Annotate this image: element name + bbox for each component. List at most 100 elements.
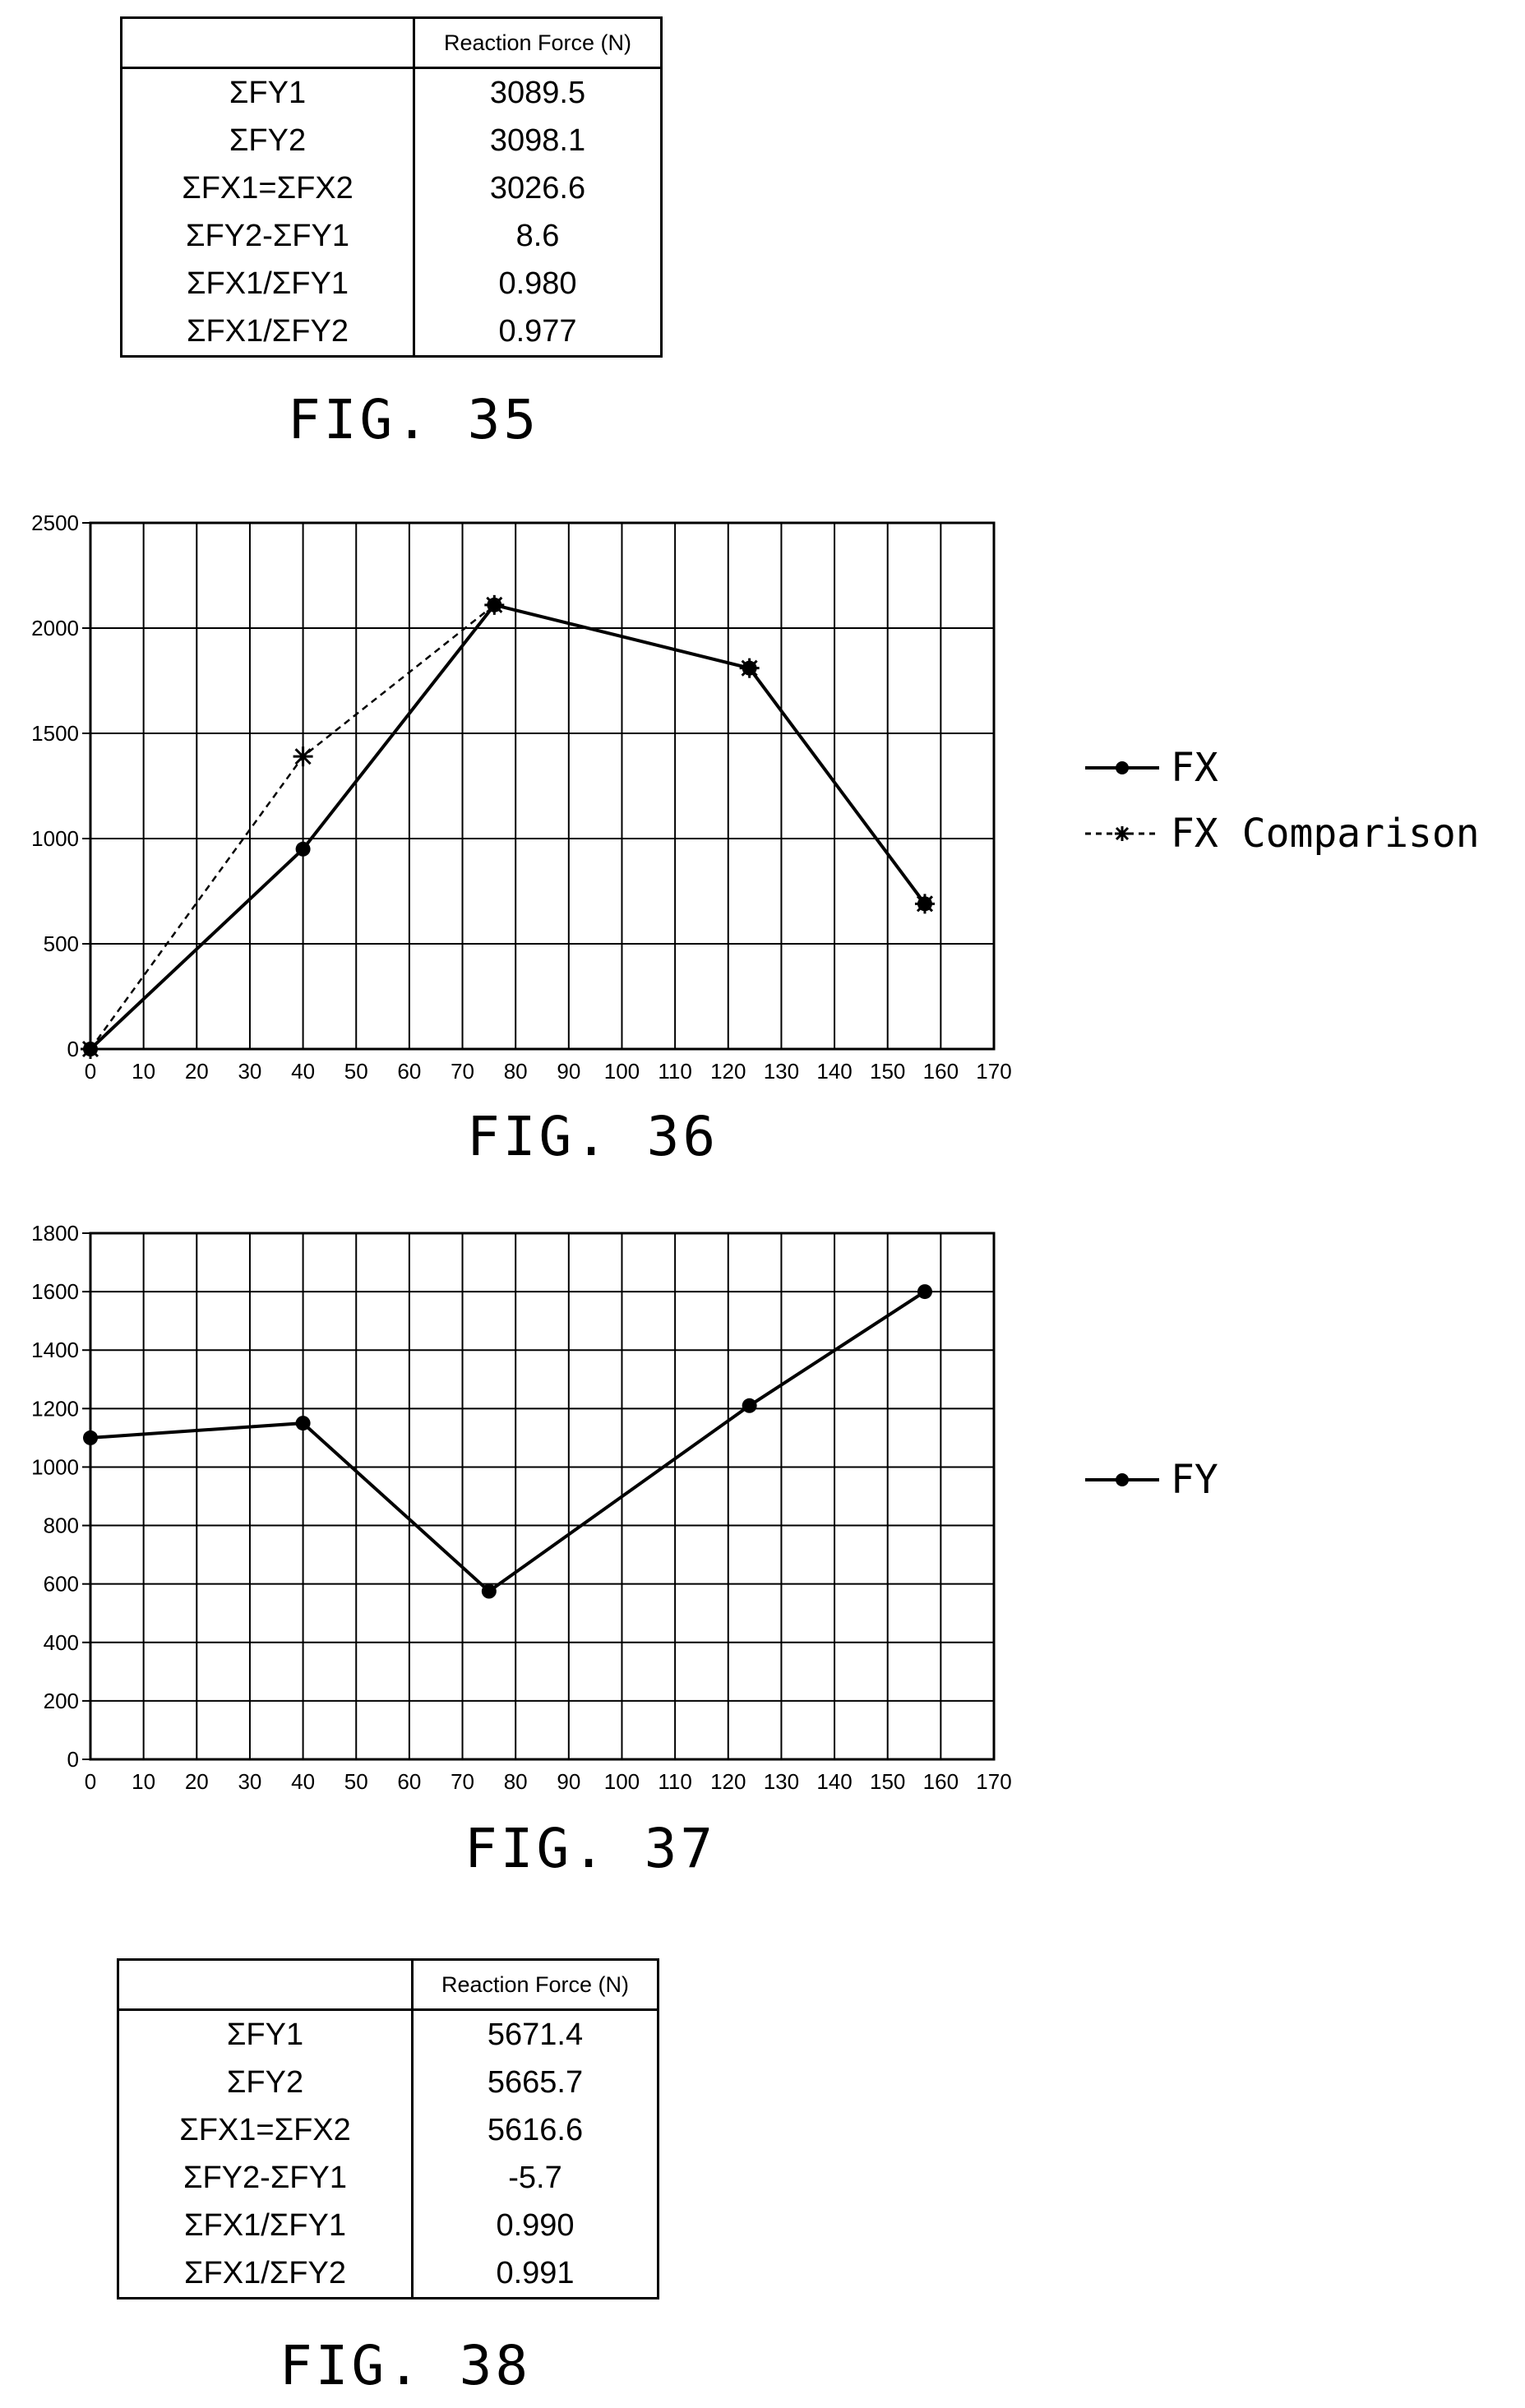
table-row: ΣFY1 5671.4 (118, 2009, 659, 2059)
fig36-legend: FX FX Comparison (1085, 735, 1480, 867)
y-tick-label: 1200 (31, 1396, 79, 1421)
series-fx-line (89, 603, 927, 1051)
series-fy-point (83, 1430, 98, 1445)
series-fx-comparison-point (739, 658, 760, 678)
row-value: -5.7 (411, 2154, 659, 2202)
fig38-caption: FIG. 38 (280, 2334, 532, 2397)
y-tick-label: 2500 (31, 511, 79, 535)
x-tick-label: 120 (710, 1059, 746, 1084)
legend-item-fy: FY (1085, 1447, 1218, 1513)
y-tick-label: 1600 (31, 1279, 79, 1304)
x-tick-label: 0 (85, 1059, 96, 1084)
fig38-table: Reaction Force (N) ΣFY1 5671.4 ΣFY2 5665.7… (117, 1958, 659, 2299)
table-row: ΣFX1=ΣFX2 5616.6 (118, 2106, 659, 2154)
table-header-row: Reaction Force (N) (121, 17, 662, 69)
row-label: ΣFX1/ΣFY1 (184, 2207, 346, 2243)
legend-item-fx: FX (1085, 735, 1480, 801)
x-tick-label: 150 (870, 1769, 905, 1794)
x-tick-label: 20 (185, 1059, 209, 1084)
x-tick-label: 110 (658, 1769, 691, 1794)
legend-label-fy: FY (1171, 1457, 1218, 1503)
x-tick-label: 100 (604, 1059, 640, 1084)
series-fx-comparison-point (293, 746, 313, 767)
table-row: ΣFX1/ΣFY1 0.980 (122, 260, 662, 307)
x-tick-label: 50 (344, 1059, 368, 1084)
y-tick-label: 1500 (31, 721, 79, 746)
series-fx-comparison-point (484, 594, 505, 615)
row-value: 3089.5 (413, 67, 662, 117)
header-empty-cell (118, 1959, 413, 2011)
x-tick-label: 70 (451, 1769, 474, 1794)
x-tick-label: 40 (291, 1769, 315, 1794)
row-value: 3098.1 (413, 117, 662, 164)
table-row: ΣFY2-ΣFY1 8.6 (122, 212, 662, 260)
row-label: ΣFX1=ΣFX2 (182, 170, 354, 206)
y-tick-label: 500 (44, 931, 79, 956)
row-value: 0.991 (411, 2249, 659, 2299)
x-tick-label: 140 (816, 1059, 852, 1084)
x-tick-label: 160 (923, 1769, 959, 1794)
table-header-row: Reaction Force (N) (118, 1959, 659, 2011)
legend-label-fx: FX (1171, 745, 1218, 791)
plot-frame (89, 1232, 996, 1761)
row-label: ΣFY2 (226, 2064, 304, 2100)
y-tick-label: 200 (44, 1689, 79, 1713)
table-row: ΣFX1/ΣFY2 0.977 (122, 307, 662, 357)
row-label: ΣFY2-ΣFY1 (185, 218, 350, 253)
x-tick-label: 130 (764, 1769, 799, 1794)
x-tick-label: 20 (185, 1769, 209, 1794)
x-tick-label: 40 (291, 1059, 315, 1084)
fig36-caption: FIG. 36 (467, 1105, 719, 1168)
series-fx-comparison-point (81, 1039, 100, 1059)
legend-label-fx-comparison: FX Comparison (1171, 811, 1480, 857)
fig35-caption: FIG. 35 (288, 388, 540, 451)
y-tick-label: 1800 (31, 1221, 79, 1246)
fig35-table: Reaction Force (N) ΣFY1 3089.5 ΣFY2 3098.1… (120, 16, 663, 358)
series-fx-point (295, 841, 311, 857)
fig37-chart: 0 200 400 600 800 1000 1200 1400 1600 1800 0 10 20 30… (31, 1221, 1012, 1794)
plot-frame (89, 521, 996, 1051)
table-row: ΣFX1=ΣFX2 3026.6 (122, 164, 662, 212)
y-tick-label: 400 (44, 1630, 79, 1655)
row-label: ΣFY2-ΣFY1 (183, 2160, 348, 2195)
row-label: ΣFY1 (229, 75, 307, 110)
row-value: 5616.6 (411, 2106, 659, 2154)
y-tick-label: 1000 (31, 826, 79, 851)
row-value: 0.990 (411, 2202, 659, 2249)
y-tick-label: 0 (67, 1037, 79, 1061)
x-tick-label: 30 (238, 1769, 261, 1794)
x-tick-label: 70 (451, 1059, 474, 1084)
line-dot-marker-icon (1085, 761, 1159, 774)
line-dot-marker-icon (1085, 1473, 1159, 1486)
row-label: ΣFX1/ΣFY1 (187, 266, 349, 301)
row-value: 8.6 (413, 212, 662, 260)
x-tick-label: 50 (344, 1769, 368, 1794)
row-label: ΣFY2 (229, 122, 307, 158)
x-tick-label: 160 (923, 1059, 959, 1084)
x-tick-label: 80 (504, 1769, 528, 1794)
x-tick-label: 140 (816, 1769, 852, 1794)
table-row: ΣFX1/ΣFY2 0.991 (118, 2249, 659, 2299)
x-tick-label: 10 (132, 1769, 155, 1794)
y-tick-label: 2000 (31, 616, 79, 640)
row-value: 0.977 (413, 307, 662, 357)
x-tick-label: 110 (658, 1059, 691, 1084)
x-tick-label: 100 (604, 1769, 640, 1794)
row-label: ΣFX1=ΣFX2 (179, 2112, 351, 2147)
x-tick-label: 170 (976, 1059, 1011, 1084)
table-row: ΣFY2-ΣFY1 -5.7 (118, 2154, 659, 2202)
dashed-asterisk-marker-icon (1085, 826, 1159, 841)
y-tick-label: 0 (67, 1747, 79, 1772)
header-reaction-force: Reaction Force (N) (411, 1959, 659, 2011)
x-tick-label: 0 (85, 1769, 96, 1794)
table-row: ΣFY2 5665.7 (118, 2059, 659, 2106)
x-tick-label: 170 (976, 1769, 1011, 1794)
table-row: ΣFY2 3098.1 (122, 117, 662, 164)
x-tick-label: 120 (710, 1769, 746, 1794)
row-value: 5665.7 (411, 2059, 659, 2106)
table-row: ΣFX1/ΣFY1 0.990 (118, 2202, 659, 2249)
fig37-caption: FIG. 37 (464, 1817, 717, 1880)
x-tick-label: 90 (557, 1769, 580, 1794)
series-fx-comparison-point (914, 894, 935, 914)
y-tick-label: 1000 (31, 1454, 79, 1479)
